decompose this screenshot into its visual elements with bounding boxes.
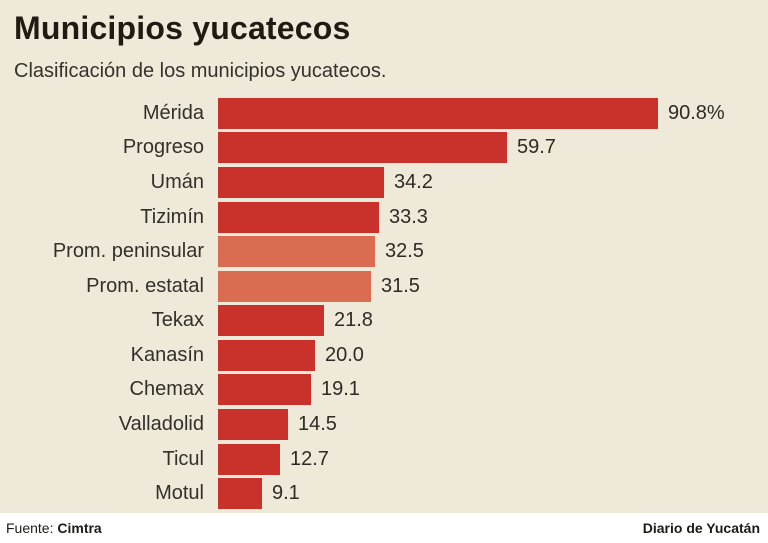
bar — [218, 270, 371, 302]
bar-value: 59.7 — [517, 136, 556, 159]
source-value: Cimtra — [57, 520, 102, 536]
bar — [218, 339, 315, 371]
footer: Fuente: Cimtra Diario de Yucatán — [0, 513, 768, 543]
chart-title: Municipios yucatecos — [14, 10, 351, 46]
chart-subtitle: Clasificación de los municipios yucateco… — [14, 60, 387, 82]
bar-value: 33.3 — [389, 205, 428, 228]
chart-row: Tekax 21.8 — [0, 303, 768, 338]
bar-value: 19.1 — [321, 378, 360, 401]
chart-row: Prom. peninsular 32.5 — [0, 234, 768, 269]
chart-row: Umán 34.2 — [0, 165, 768, 200]
bar-label: Kanasín — [130, 343, 204, 366]
bar — [218, 132, 507, 164]
bar — [218, 443, 280, 475]
bar-value: 9.1 — [272, 482, 300, 505]
bar — [218, 478, 262, 510]
bar-label: Valladolid — [118, 412, 204, 435]
chart-row: Valladolid 14.5 — [0, 407, 768, 442]
chart-row: Prom. estatal 31.5 — [0, 269, 768, 304]
bar-value: 31.5 — [381, 274, 420, 297]
bar-value: 12.7 — [290, 447, 329, 470]
bar-label: Chemax — [129, 378, 204, 401]
bar-label: Mérida — [142, 101, 204, 124]
bar-value: 34.2 — [394, 170, 433, 193]
publisher-credit: Diario de Yucatán — [642, 520, 760, 536]
chart-row: Kanasín 20.0 — [0, 338, 768, 373]
chart-row: Ticul 12.7 — [0, 442, 768, 477]
bar — [218, 408, 288, 440]
bar-value: 90.8% — [668, 101, 725, 124]
bar — [218, 374, 311, 406]
bar — [218, 201, 379, 233]
bar-value: 32.5 — [385, 240, 424, 263]
bar-label: Umán — [150, 170, 204, 193]
bar-chart: Mérida 90.8% Progreso 59.7 Umán 34.2 Tiz… — [0, 96, 768, 511]
bar-label: Tizimín — [140, 205, 204, 228]
bar-label: Progreso — [122, 136, 204, 159]
source-label: Fuente: — [6, 520, 54, 536]
bar-label: Prom. estatal — [86, 274, 204, 297]
bar-label: Motul — [155, 482, 204, 505]
chart-row: Mérida 90.8% — [0, 96, 768, 131]
chart-row: Progreso 59.7 — [0, 131, 768, 166]
source-text: Fuente: Cimtra — [6, 520, 102, 536]
bar-value: 14.5 — [298, 412, 337, 435]
bar-value: 21.8 — [334, 309, 373, 332]
bar-label: Ticul — [162, 447, 204, 470]
chart-area: Municipios yucatecos Clasificación de lo… — [0, 0, 768, 513]
chart-row: Chemax 19.1 — [0, 373, 768, 408]
bar-label: Prom. peninsular — [52, 240, 204, 263]
bar — [218, 236, 375, 268]
bar-value: 20.0 — [325, 343, 364, 366]
chart-row: Motul 9.1 — [0, 476, 768, 511]
bar — [218, 305, 324, 337]
bar-label: Tekax — [151, 309, 204, 332]
bar — [218, 97, 658, 129]
bar — [218, 166, 384, 198]
chart-row: Tizimín 33.3 — [0, 200, 768, 235]
